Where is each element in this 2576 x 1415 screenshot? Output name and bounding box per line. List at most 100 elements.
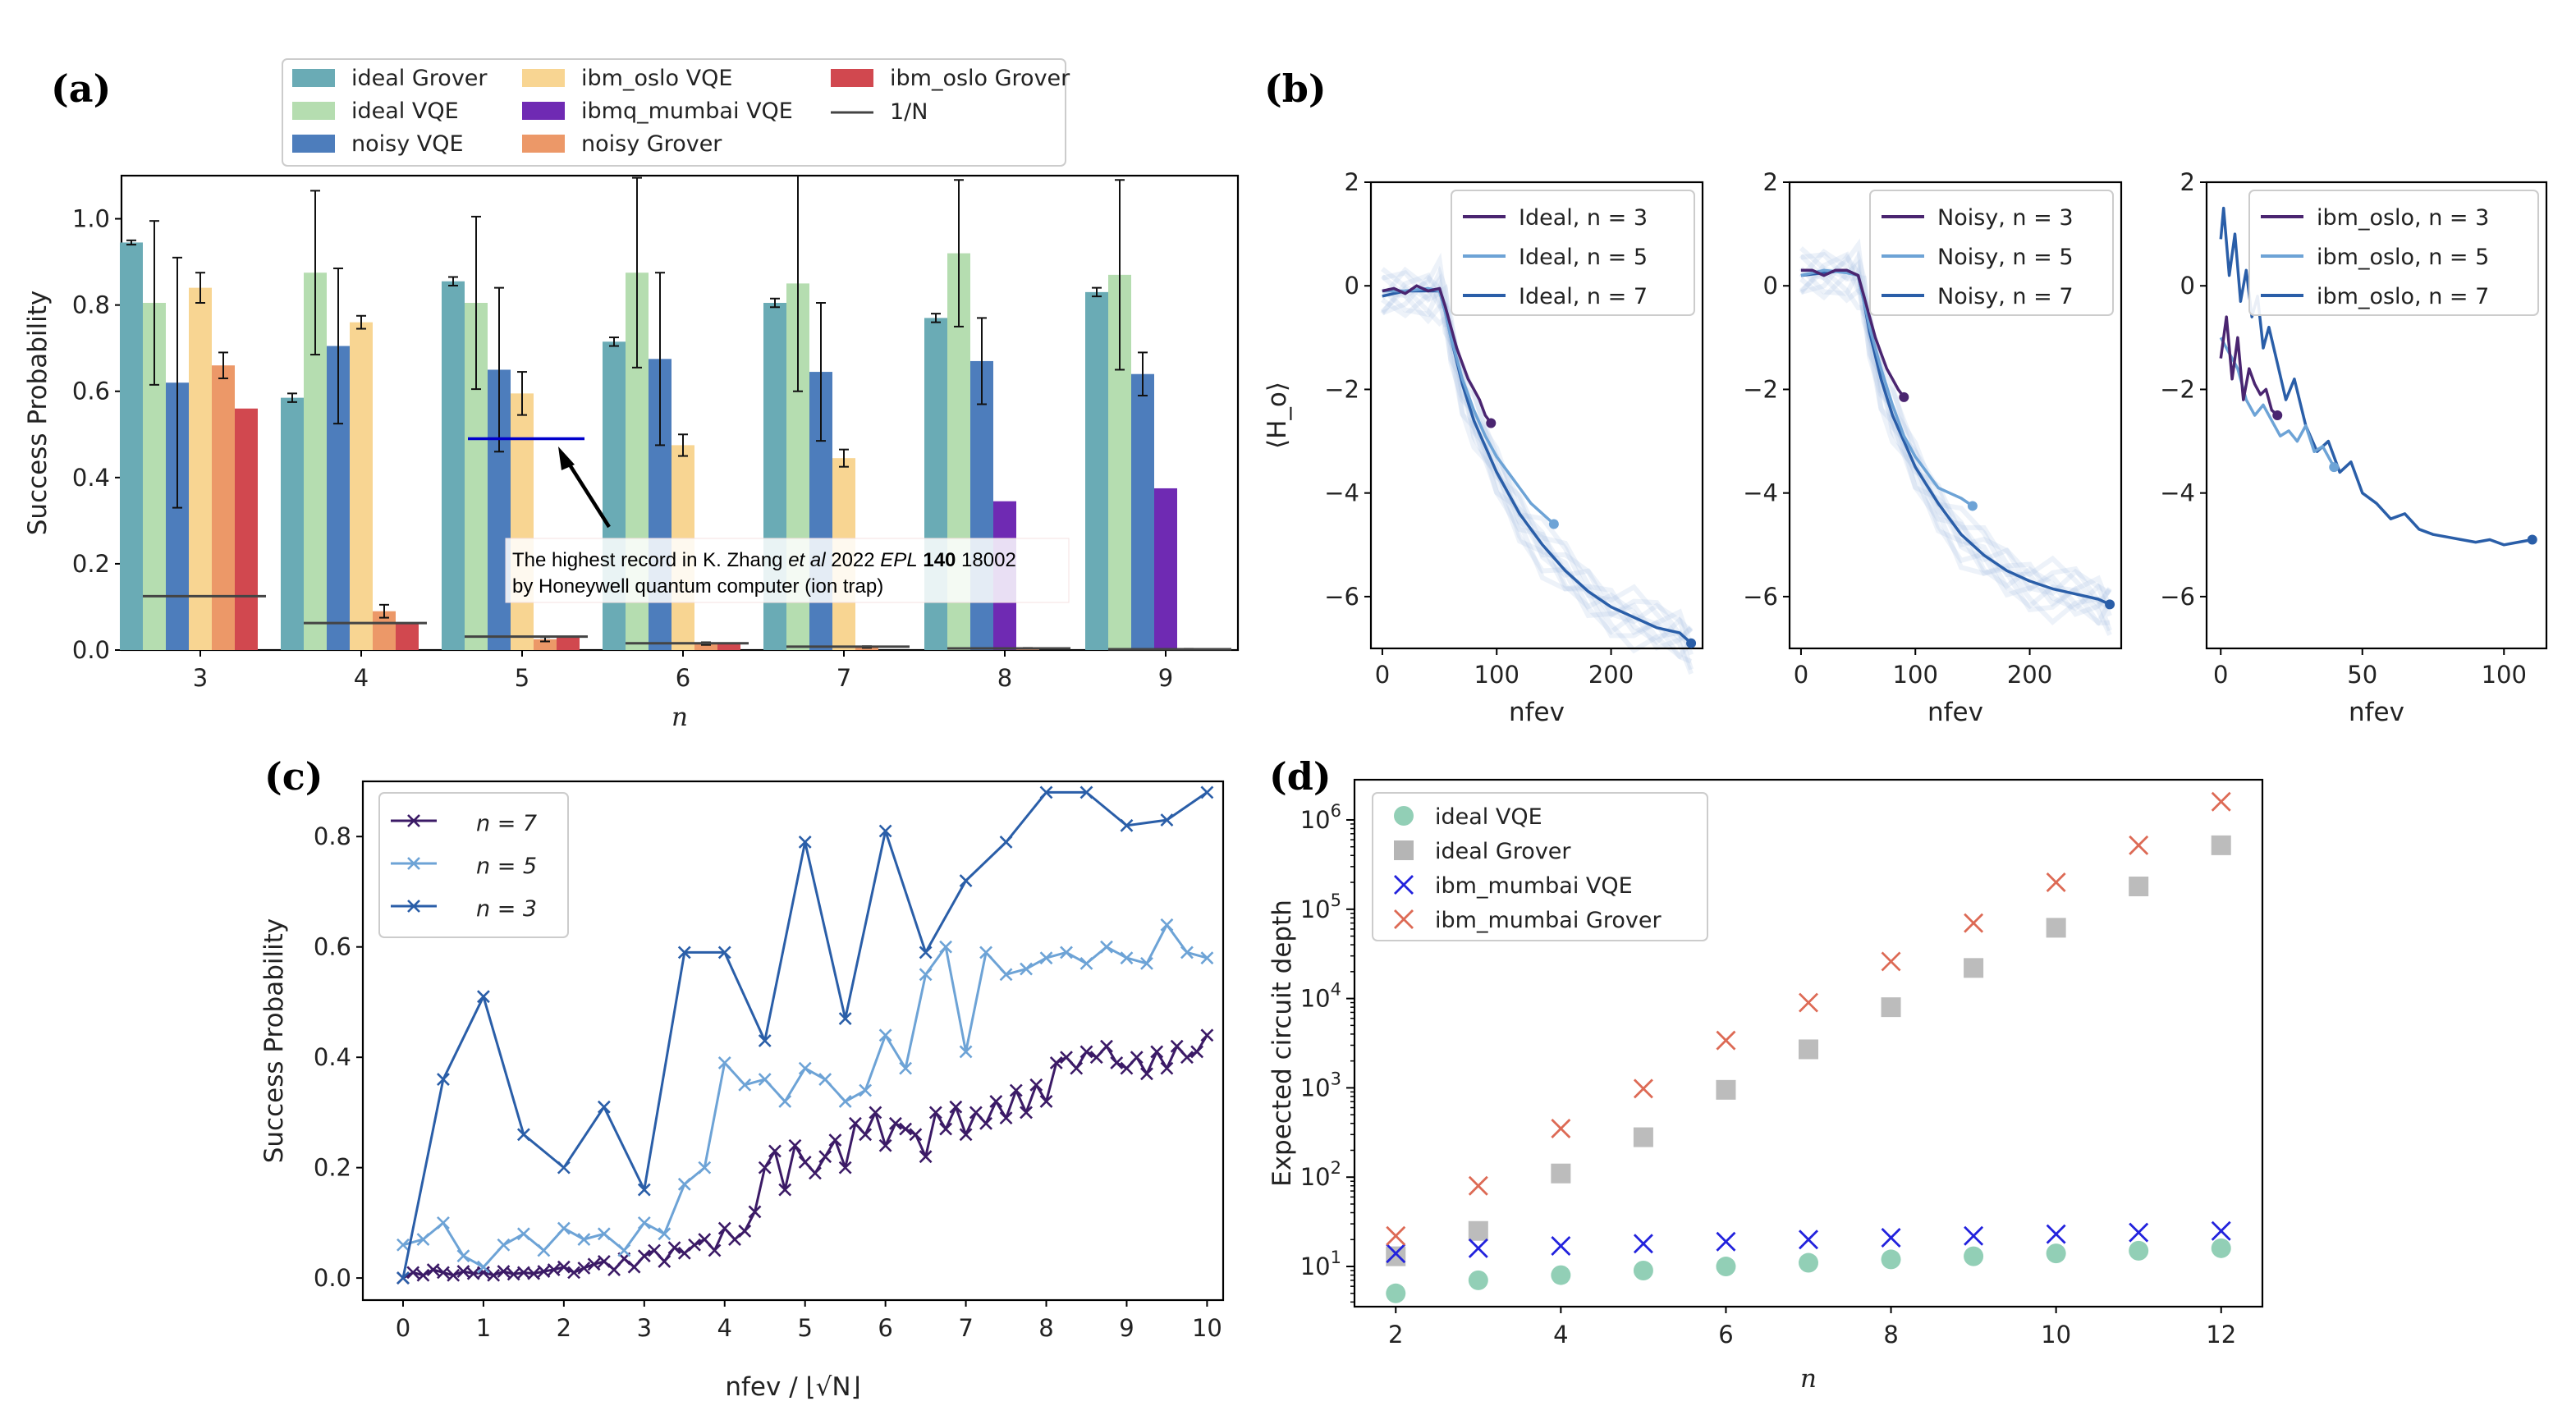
panel-c-marker-n-7 <box>637 1249 651 1263</box>
panel-a-xtick-label: 7 <box>837 664 851 692</box>
panel-d-point-ideal-vqe <box>1881 1249 1901 1270</box>
panel-c-marker-n-5 <box>1060 946 1073 959</box>
panel-c-marker-n-7 <box>717 1221 731 1235</box>
panel-a-legend-label-1-n: 1/N <box>890 99 928 125</box>
panel-c-marker-n-3 <box>838 1012 852 1026</box>
panel-b-legend-label-noisy-n-7: Noisy, n = 7 <box>1937 284 2074 309</box>
panel-d-point-ibm-mumbai-vqe <box>1716 1231 1736 1252</box>
panel-c-marker-n-7 <box>1009 1083 1023 1097</box>
panel-a-bar-noisy-grover-6 <box>694 643 717 650</box>
panel-c-marker-n-5 <box>698 1161 712 1175</box>
panel-b-ytick-label: −2 <box>1324 375 1359 403</box>
panel-d-point-ideal-grover <box>2046 918 2066 938</box>
panel-c-marker-n-5 <box>939 940 953 954</box>
panel-d-point-ibm-mumbai-grover <box>1881 951 1901 972</box>
panel-d-point-ibm-mumbai-grover <box>2129 835 2149 855</box>
panel-c-marker-n-7 <box>547 1263 561 1276</box>
panel-a-legend-swatch-ideal-vqe <box>292 102 335 120</box>
panel-c-xtick-label: 10 <box>1192 1314 1222 1342</box>
panel-c-marker-n-3 <box>999 836 1013 849</box>
panel-a-bar-ideal-grover-6 <box>603 341 626 650</box>
panel-a-ytick-label: 0.4 <box>72 464 110 492</box>
panel-c-marker-n-7 <box>1170 1039 1184 1053</box>
panel-b-endpoint-ideal-n-7 <box>1686 638 1697 648</box>
panel-b-ytick-label: 0 <box>1763 272 1778 300</box>
panel-c-marker-n-7 <box>1029 1078 1043 1092</box>
panel-c-marker-n-7 <box>809 1166 822 1180</box>
panel-a-arrow-head <box>558 446 575 470</box>
panel-c-marker-n-7 <box>537 1265 551 1278</box>
panel-b-legend-label-noisy-n-5: Noisy, n = 5 <box>1937 245 2074 270</box>
panel-c-marker-n-5 <box>1100 940 1113 954</box>
panel-c-marker-n-5 <box>476 1260 490 1274</box>
panel-b-xtick-label: 200 <box>2007 661 2052 689</box>
panel-c-marker-n-5 <box>717 1056 731 1069</box>
panel-c-marker-n-7 <box>607 1263 621 1276</box>
panel-c-marker-n-7 <box>969 1106 983 1120</box>
panel-c-xtick-label: 5 <box>797 1314 812 1342</box>
panel-c-ytick-label: 0.4 <box>314 1043 351 1071</box>
panel-label-b: (b) <box>1264 66 1327 111</box>
panel-c-legend-marker <box>407 900 420 913</box>
panel-d-ytick-exponent: 2 <box>1331 1158 1341 1178</box>
panel-c-axes <box>361 780 1225 1302</box>
panel-d-point-ideal-grover <box>1633 1127 1653 1147</box>
panel-b-background-trace <box>1380 272 1694 646</box>
panel-d-point-ideal-grover <box>1551 1163 1571 1184</box>
panel-c-xtick-label: 2 <box>557 1314 571 1342</box>
panel-c-marker-n-7 <box>1039 1095 1053 1108</box>
panel-c-marker-n-5 <box>738 1078 752 1092</box>
panel-a-bar-ideal-grover-3 <box>120 242 143 650</box>
panel-c-marker-n-7 <box>648 1243 661 1257</box>
panel-c-marker-n-7 <box>677 1246 691 1260</box>
panel-a-bar-ideal-grover-5 <box>442 281 465 650</box>
panel-d-point-ideal-grover <box>1386 1246 1406 1266</box>
panel-c-marker-n-7 <box>497 1265 511 1278</box>
panel-c-marker-n-7 <box>688 1238 701 1252</box>
panel-d-ytick-label: 101 <box>1300 1248 1341 1280</box>
panel-b-series-ideal-n-7 <box>1382 289 1693 645</box>
panel-c-marker-n-7 <box>909 1128 923 1142</box>
panel-d-point-ideal-vqe <box>1551 1265 1571 1285</box>
panel-c-marker-n-5 <box>658 1227 672 1241</box>
panel-a-arrow-shaft <box>565 458 611 529</box>
panel-c-legend-frame <box>378 792 569 938</box>
panel-a-annotation-line1: The highest record in K. Zhang et al 202… <box>512 549 1016 571</box>
panel-c-xtick-label: 1 <box>476 1314 491 1342</box>
panel-a-bar-ibm-oslo-grover-3 <box>235 408 258 650</box>
panel-d-ytick-exponent: 4 <box>1331 980 1341 1000</box>
panel-c-marker-n-5 <box>959 1045 973 1059</box>
panel-b-background-trace <box>1380 266 1694 648</box>
panel-a-bar-ibm-oslo-grover-6 <box>717 643 740 650</box>
panel-d-point-ibm-mumbai-vqe <box>1551 1235 1571 1256</box>
panel-a-annotation-line1_g: 18002 <box>956 549 1015 571</box>
panel-c-marker-n-7 <box>1110 1056 1124 1069</box>
panel-c-marker-n-7 <box>426 1263 440 1276</box>
panel-b-background-trace <box>1800 270 2112 636</box>
panel-label-d: (d) <box>1269 754 1332 799</box>
panel-a-legend: ideal Grover ideal VQE noisy VQE ibm_oslo V… <box>282 58 1070 167</box>
panel-b-endpoint-ideal-n-3 <box>1486 418 1497 428</box>
panel-c-marker-n-7 <box>888 1116 902 1130</box>
panel-c-marker-n-7 <box>728 1233 741 1246</box>
panel-c-ytick-label: 0.2 <box>314 1154 351 1182</box>
panel-c-marker-n-7 <box>577 1262 591 1275</box>
panel-d-ytick-exponent: 5 <box>1331 891 1341 910</box>
panel-b-endpoint-ibm-oslo-n-5 <box>2329 462 2340 473</box>
panel-b-legend-label-ibm-oslo-n-3: ibm_oslo, n = 3 <box>2317 205 2489 231</box>
panel-d-legend-marker-ibm-mumbai-grover <box>1394 909 1414 929</box>
panel-c-marker-n-7 <box>949 1100 963 1114</box>
panel-a-bar-chart: 0.0 0.2 0.4 0.6 0.8 1.0 Success Probability n 3 4… <box>23 58 1240 732</box>
panel-c-xlabel: nfev / ⌊√N⌋ <box>725 1372 860 1402</box>
panel-c-marker-n-5 <box>456 1249 470 1263</box>
panel-a-xtick-label: 5 <box>515 664 529 692</box>
panel-b-ytick-label: −4 <box>1743 479 1778 507</box>
panel-b-xtick-label: 0 <box>1375 661 1390 689</box>
panel-b-xtick-label: 0 <box>2213 661 2228 689</box>
panel-c-marker-n-7 <box>627 1260 641 1274</box>
panel-c-marker-n-3 <box>878 824 892 838</box>
panel-d-xlabel: n <box>1800 1364 1817 1394</box>
panel-b-xtick-label: 100 <box>1474 661 1519 689</box>
panel-a-legend-label-noisy-grover: noisy Grover <box>581 131 722 157</box>
